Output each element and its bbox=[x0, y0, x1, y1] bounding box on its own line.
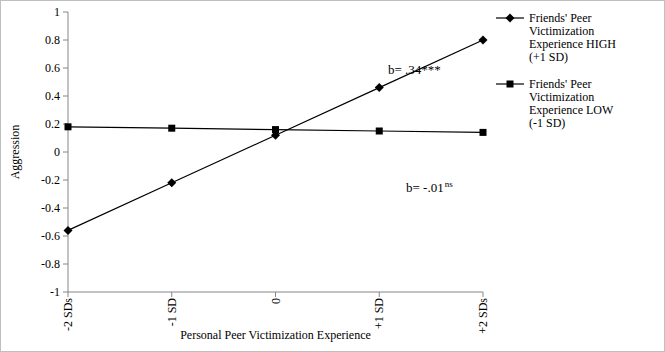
y-tick bbox=[63, 40, 68, 41]
frame bbox=[1, 1, 665, 352]
legend-label-line: (+1 SD) bbox=[529, 50, 568, 64]
plot-area bbox=[64, 36, 488, 235]
y-tick-label: 0 bbox=[54, 145, 60, 159]
y-tick bbox=[63, 264, 68, 265]
y-tick bbox=[63, 12, 68, 13]
x-tick-label: -2 SDs bbox=[61, 298, 75, 331]
y-tick-label: 0.8 bbox=[45, 33, 60, 47]
data-point bbox=[376, 128, 383, 135]
data-point bbox=[168, 125, 175, 132]
x-tick-label: +2 SDs bbox=[476, 298, 490, 334]
series-line bbox=[68, 40, 483, 230]
y-tick-label: 0.4 bbox=[45, 89, 60, 103]
legend-label: Friends' PeerVictimizationExperience LOW… bbox=[529, 77, 614, 130]
x-tick bbox=[483, 292, 484, 297]
y-tick-label: -0.4 bbox=[41, 201, 60, 215]
legend-label-line: Victimization bbox=[529, 90, 594, 104]
data-point bbox=[167, 178, 176, 187]
y-tick-label: -0.8 bbox=[41, 257, 60, 271]
annotation: b= -.01 bbox=[406, 180, 444, 195]
chart: -1 -0.8 -0.6 -0.4 -0.2 0 0.2 0.4 0.6 0.8 1 -2 SDs -1… bbox=[0, 0, 665, 352]
legend-label-line: Experience HIGH bbox=[529, 37, 616, 51]
legend-marker bbox=[507, 81, 514, 88]
y-tick-label: 0.2 bbox=[45, 117, 60, 131]
series-line bbox=[68, 127, 483, 133]
y-tick-label: -1 bbox=[50, 285, 60, 299]
legend-label: Friends' PeerVictimizationExperience HIG… bbox=[529, 11, 616, 64]
y-tick-label: 0.6 bbox=[45, 61, 60, 75]
y-tick bbox=[63, 96, 68, 97]
y-tick bbox=[63, 292, 68, 293]
x-tick bbox=[379, 292, 380, 297]
y-tick-label: -0.2 bbox=[41, 173, 60, 187]
data-point bbox=[65, 123, 72, 130]
legend-item: Friends' PeerVictimizationExperience LOW… bbox=[496, 77, 614, 130]
x-axis-title: Personal Peer Victimization Experience bbox=[180, 328, 371, 342]
legend-label-line: Friends' Peer bbox=[529, 77, 591, 91]
x-tick bbox=[171, 292, 172, 297]
data-point bbox=[272, 126, 279, 133]
data-point bbox=[375, 83, 384, 92]
y-tick bbox=[63, 180, 68, 181]
data-point bbox=[64, 226, 73, 235]
y-tick bbox=[63, 68, 68, 69]
legend-label-line: Victimization bbox=[529, 24, 594, 38]
x-tick-label: +1 SD bbox=[372, 298, 386, 329]
y-axis-title: Aggression bbox=[8, 125, 22, 180]
y-tick bbox=[63, 236, 68, 237]
y-tick-label: 1 bbox=[54, 5, 60, 19]
data-point bbox=[479, 36, 488, 45]
y-tick bbox=[63, 152, 68, 153]
legend-label-line: Experience LOW bbox=[529, 103, 614, 117]
x-tick bbox=[275, 292, 276, 297]
data-point bbox=[480, 129, 487, 136]
annotation-superscript: ns bbox=[445, 179, 454, 189]
annotation: b= .34*** bbox=[388, 62, 441, 77]
legend-marker bbox=[506, 14, 515, 23]
y-tick bbox=[63, 208, 68, 209]
legend-label-line: Friends' Peer bbox=[529, 11, 591, 25]
legend-item: Friends' PeerVictimizationExperience HIG… bbox=[496, 11, 616, 64]
legend-label-line: (-1 SD) bbox=[529, 116, 565, 130]
x-tick bbox=[68, 292, 69, 297]
x-tick-label: 0 bbox=[269, 298, 283, 304]
y-tick-label: -0.6 bbox=[41, 229, 60, 243]
x-tick-label: -1 SD bbox=[165, 298, 179, 327]
